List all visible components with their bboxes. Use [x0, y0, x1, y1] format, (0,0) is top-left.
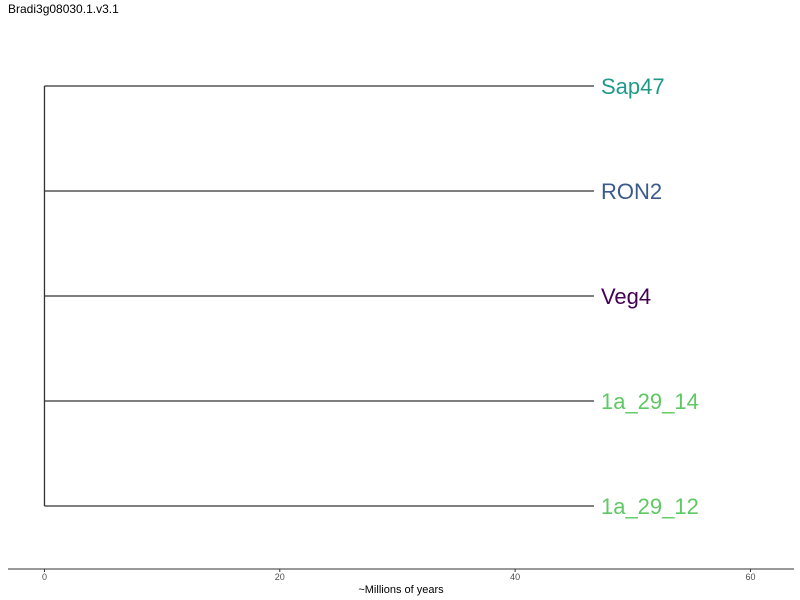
tip-label-Sap47: Sap47 — [601, 74, 665, 99]
chart-title: Bradi3g08030.1.v3.1 — [8, 2, 119, 16]
tip-label-Veg4: Veg4 — [601, 284, 651, 309]
x-tick-label: 40 — [510, 572, 520, 582]
tip-label-1a_29_14: 1a_29_14 — [601, 389, 699, 414]
x-axis: 0 20 40 60 — [8, 568, 794, 582]
tip-labels: Sap47 RON2 Veg4 1a_29_14 1a_29_12 — [601, 74, 699, 519]
x-axis-title: ~Millions of years — [358, 584, 444, 596]
x-tick-label: 0 — [42, 572, 47, 582]
tip-label-RON2: RON2 — [601, 179, 662, 204]
tree-branches — [43, 85, 594, 507]
x-tick-label: 20 — [275, 572, 285, 582]
tip-label-1a_29_12: 1a_29_12 — [601, 494, 699, 519]
x-tick-label: 60 — [745, 572, 755, 582]
